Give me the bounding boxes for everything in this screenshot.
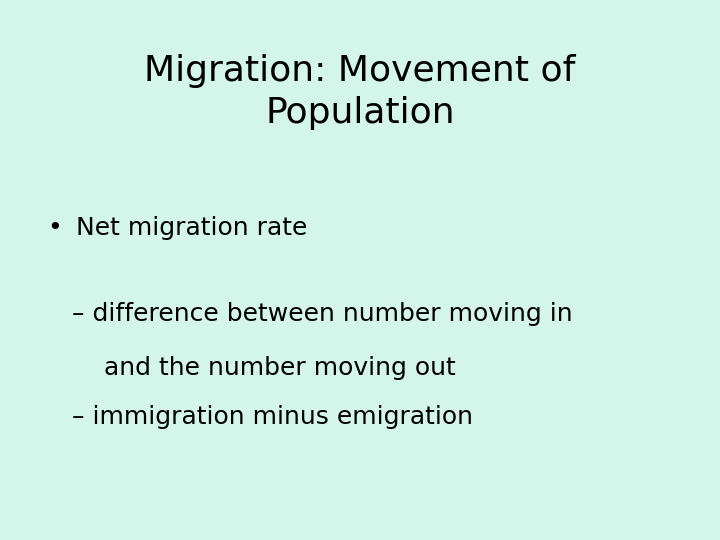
Text: – difference between number moving in: – difference between number moving in [72, 302, 572, 326]
Text: •: • [47, 216, 61, 240]
Text: and the number moving out: and the number moving out [104, 356, 456, 380]
Text: – immigration minus emigration: – immigration minus emigration [72, 405, 473, 429]
Text: Migration: Movement of
Population: Migration: Movement of Population [144, 54, 576, 130]
Text: Net migration rate: Net migration rate [76, 216, 307, 240]
